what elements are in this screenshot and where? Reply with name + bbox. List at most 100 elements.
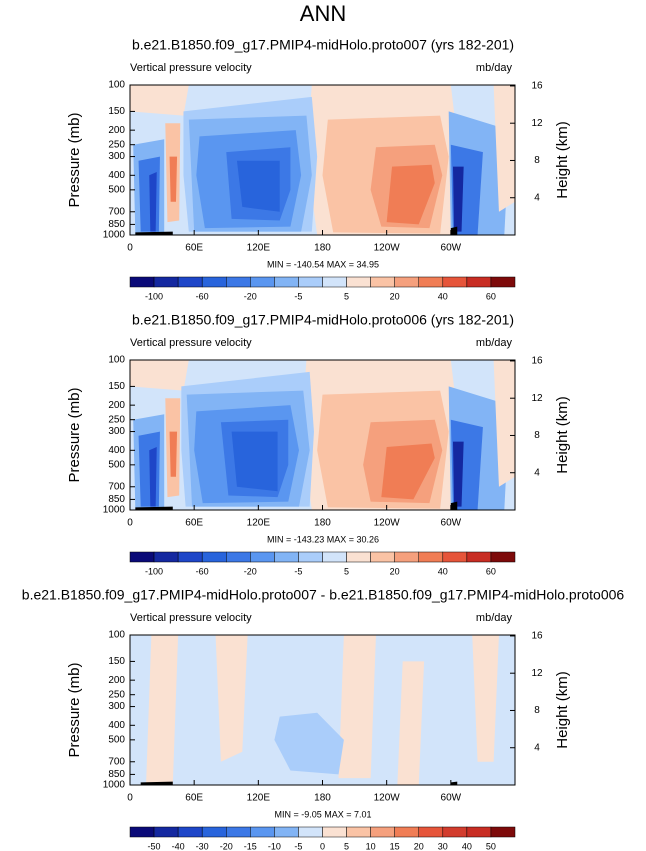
colorbar-box [153,276,179,288]
colorbar-box [466,826,492,838]
colorbar-box [346,826,371,838]
x-tick-label: 60E [185,518,203,529]
colorbar-box [466,551,492,563]
colorbar-box [274,276,299,288]
colorbar-box [418,826,444,838]
y-tick-label: 850 [108,769,125,780]
x-tick-label: 60W [441,518,462,529]
y2-tick-label: 4 [534,467,540,478]
colorbar-box [153,551,179,563]
contour-region [135,231,173,235]
contour-region [452,166,464,232]
y-tick-label: 100 [108,355,125,366]
contour-region [149,171,157,232]
panel-title: b.e21.B1850.f09_g17.PMIP4-midHolo.proto0… [132,37,514,53]
stats: MIN = -143.23 MAX = 30.26 [267,534,379,544]
colorbar-label: 30 [438,841,448,851]
contour-region [397,661,425,785]
contour-region [450,226,458,235]
colorbar-box [442,276,468,288]
contour-region [169,156,178,202]
x-tick-label: 60E [185,793,203,804]
colorbar-label: -30 [196,841,209,851]
colorbar-label: 15 [390,841,400,851]
figure-title: ANN [300,1,346,26]
contour-region [231,431,278,492]
colorbar-box [394,276,419,288]
right-label: mb/day [476,612,513,624]
contour-region [386,164,435,225]
colorbar-box [322,276,347,288]
y-tick-label: 250 [108,689,125,700]
y2-tick-label: 12 [531,393,543,404]
colorbar-box [298,826,323,838]
panel-title: b.e21.B1850.f09_g17.PMIP4-midHolo.proto0… [132,312,514,328]
colorbar-box [129,826,155,838]
x-tick-label: 180 [314,243,331,254]
colorbar-box [250,551,275,563]
y-tick-label: 150 [108,381,125,392]
y-tick-label: 200 [108,675,125,686]
y2-tick-label: 4 [534,742,540,753]
y-tick-label: 250 [108,414,125,425]
x-tick-label: 0 [127,793,133,804]
colorbar-box [298,551,323,563]
contour-region [381,443,435,500]
right-label: mb/day [476,337,513,349]
y2-tick-label: 8 [534,705,540,716]
contour-region [169,431,178,477]
x-tick-label: 120E [247,518,271,529]
colorbar-label: 20 [390,291,400,301]
colorbar-label: 10 [366,841,376,851]
x-tick-label: 0 [127,518,133,529]
colorbar-box [370,826,395,838]
field [130,635,515,785]
stats: MIN = -9.05 MAX = 7.01 [274,809,371,819]
colorbar-box [129,551,155,563]
y-tick-label: 300 [108,701,125,712]
y-tick-label: 100 [108,80,125,91]
y2-tick-label: 8 [534,430,540,441]
y2-tick-label: 16 [531,631,543,642]
left-label: Vertical pressure velocity [130,62,252,74]
colorbar-box [226,551,251,563]
x-tick-label: 0 [127,243,133,254]
y-tick-label: 300 [108,151,125,162]
colorbar-box [226,276,251,288]
colorbar-label: 50 [486,841,496,851]
colorbar-label: 40 [438,291,448,301]
y-tick-label: 150 [108,106,125,117]
y-tick-label: 100 [108,630,125,641]
y-tick-label: 200 [108,400,125,411]
colorbar-box [201,826,227,838]
contour-region [236,160,280,212]
contour-region [140,781,173,785]
colorbar-label: 60 [486,566,496,576]
colorbar-box [490,826,516,838]
colorbar-label: -15 [244,841,257,851]
y2-tick-label: 16 [531,356,543,367]
y-tick-label: 1000 [103,780,126,791]
y2-tick-label: 4 [534,192,540,203]
y2-axis-label: Height (km) [554,671,571,749]
x-tick-label: 60W [441,793,462,804]
contour-region [149,446,157,507]
colorbar-box [177,276,203,288]
y-axis-label: Pressure (mb) [66,662,83,757]
x-tick-label: 120W [374,793,401,804]
y-tick-label: 400 [108,720,125,731]
colorbar-box [442,551,468,563]
colorbar-box [153,826,179,838]
colorbar-box [274,551,299,563]
colorbar-box [370,276,395,288]
x-tick-label: 60W [441,243,462,254]
y-axis-label: Pressure (mb) [66,387,83,482]
colorbar-box [490,276,516,288]
y-tick-label: 1000 [103,505,126,516]
right-label: mb/day [476,62,513,74]
colorbar-label: -100 [145,291,163,301]
y-tick-label: 850 [108,494,125,505]
colorbar-label: -100 [145,566,163,576]
contour-region [493,360,515,487]
